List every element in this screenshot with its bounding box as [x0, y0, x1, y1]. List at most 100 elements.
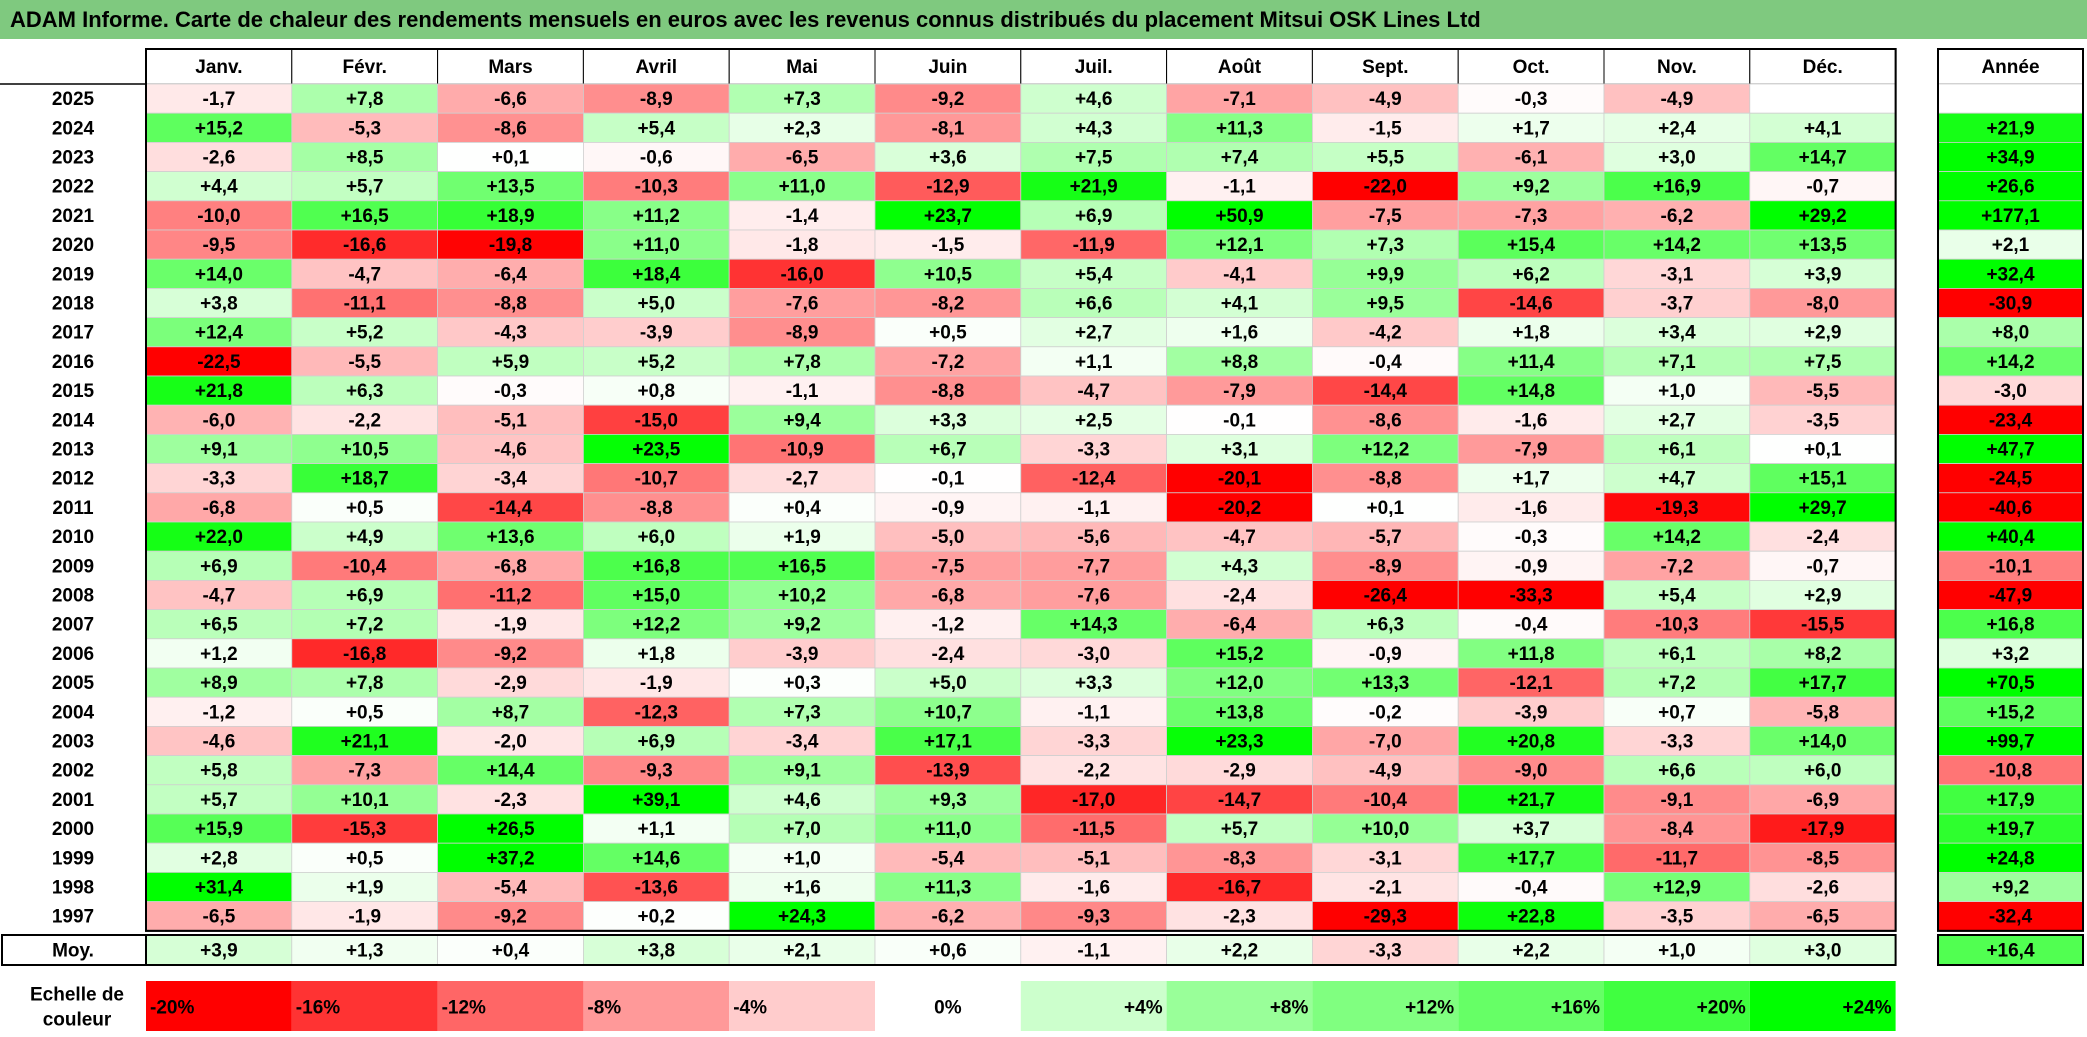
- cell-value: +3,9: [1804, 264, 1842, 285]
- scale-swatch: [729, 981, 875, 1031]
- cell-value: +0,5: [346, 498, 384, 519]
- scale-stop-label: 0%: [934, 998, 962, 1019]
- average-value: +1,3: [346, 941, 384, 962]
- cell-value: -16,6: [343, 235, 386, 256]
- cell-value: +22,8: [1507, 907, 1555, 928]
- scale-stop-label: -16%: [296, 998, 340, 1019]
- cell-value: -4,1: [1223, 264, 1256, 285]
- cell-value: -6,2: [1661, 206, 1694, 227]
- month-header-label: Août: [1218, 57, 1262, 78]
- cell-value: +12,1: [1215, 235, 1264, 256]
- average-value: -1,1: [1077, 941, 1110, 962]
- heatmap-cell: [1603, 112, 1751, 143]
- heatmap-cell: [874, 433, 1022, 464]
- heatmap-cell: [1603, 872, 1751, 903]
- cell-value: +6,9: [200, 556, 238, 577]
- heatmap-cell: [1457, 492, 1605, 523]
- cell-value: -7,6: [1077, 586, 1110, 607]
- heatmap-cell: [145, 638, 293, 669]
- heatmap-cell: [1603, 433, 1751, 464]
- heatmap-cell: [1603, 784, 1751, 815]
- scale-stop-label: +4%: [1124, 998, 1163, 1019]
- annual-cell: [1937, 638, 2084, 669]
- scale-stop-label: -20%: [150, 998, 194, 1019]
- year-label: 2019: [52, 264, 94, 285]
- heatmap-cell: [1749, 696, 1897, 727]
- cell-value: +29,7: [1799, 498, 1847, 519]
- heatmap-cell: [874, 171, 1022, 202]
- cell-value: -1,5: [932, 235, 965, 256]
- heatmap-cell: [1603, 229, 1751, 260]
- heatmap-cell: [145, 200, 293, 231]
- cell-value: +12,9: [1653, 878, 1701, 899]
- annual-cell: [1937, 463, 2084, 494]
- cell-value: -12,9: [926, 177, 969, 198]
- cell-value: -6,8: [203, 498, 236, 519]
- year-label: 1999: [52, 848, 94, 869]
- cell-value: +7,2: [1658, 673, 1696, 694]
- heatmap-cell: [437, 346, 584, 377]
- heatmap-cell: [728, 317, 876, 348]
- year-label: 2008: [52, 586, 94, 607]
- cell-value: +1,1: [1075, 352, 1113, 373]
- heatmap-cell: [1020, 171, 1167, 202]
- annual-value: +24,8: [1986, 848, 2034, 869]
- cell-value: -2,0: [494, 732, 527, 753]
- heatmap-cell: [874, 667, 1022, 698]
- cell-value: -3,3: [1661, 732, 1694, 753]
- cell-value: -7,3: [1515, 206, 1548, 227]
- cell-value: -10,0: [197, 206, 240, 227]
- cell-value: +6,6: [1658, 761, 1696, 782]
- heatmap-cell: [1457, 463, 1605, 494]
- heatmap-cell: [1749, 755, 1897, 786]
- heatmap-cell: [291, 375, 438, 406]
- cell-value: +18,7: [341, 469, 389, 490]
- cell-value: +11,0: [924, 819, 971, 840]
- cell-value: +4,6: [1075, 89, 1113, 110]
- year-label: 2005: [52, 673, 95, 694]
- cell-value: +10,2: [778, 586, 826, 607]
- cell-value: -8,2: [932, 294, 965, 315]
- cell-value: +7,8: [783, 352, 821, 373]
- cell-value: -19,8: [489, 235, 532, 256]
- heatmap-cell: [874, 375, 1022, 406]
- scale-swatch: [1458, 981, 1604, 1031]
- heatmap-cell: [874, 229, 1022, 260]
- annual-value: +3,2: [1992, 644, 2030, 665]
- heatmap-cell: [1166, 433, 1313, 464]
- cell-value: +7,3: [783, 702, 821, 723]
- year-label: 2023: [52, 148, 94, 169]
- heatmap-cell: [1749, 521, 1897, 552]
- cell-value: +15,0: [632, 586, 680, 607]
- heatmap-cell: [291, 784, 438, 815]
- heatmap-cell: [1166, 842, 1313, 873]
- cell-value: +23,7: [924, 206, 972, 227]
- cell-value: -3,0: [1077, 644, 1110, 665]
- month-header-label: Janv.: [195, 57, 242, 78]
- heatmap-cell: [1603, 171, 1751, 202]
- cell-value: -8,8: [640, 498, 673, 519]
- cell-value: +31,4: [195, 878, 244, 899]
- heatmap-cell: [1166, 726, 1313, 757]
- heatmap-cell: [1166, 463, 1313, 494]
- heatmap-cell: [728, 755, 876, 786]
- heatmap-cell: [874, 550, 1022, 581]
- cell-value: -2,3: [494, 790, 527, 811]
- cell-value: -17,9: [1801, 819, 1844, 840]
- cell-value: +6,1: [1658, 644, 1696, 665]
- cell-value: +5,9: [492, 352, 530, 373]
- cell-value: +1,6: [1221, 323, 1259, 344]
- heatmap-cell: [437, 872, 584, 903]
- cell-value: -14,6: [1509, 294, 1552, 315]
- cell-value: +16,8: [632, 556, 680, 577]
- heatmap-cell: [1603, 83, 1751, 114]
- heatmap-cell: [1603, 901, 1751, 932]
- average-value: +0,4: [492, 941, 530, 962]
- heatmap-cell: [1312, 609, 1459, 640]
- cell-value: +5,2: [346, 323, 384, 344]
- cell-value: +1,9: [346, 878, 384, 899]
- cell-value: -9,0: [1515, 761, 1548, 782]
- cell-value: +3,4: [1658, 323, 1696, 344]
- month-header-label: Nov.: [1657, 57, 1697, 78]
